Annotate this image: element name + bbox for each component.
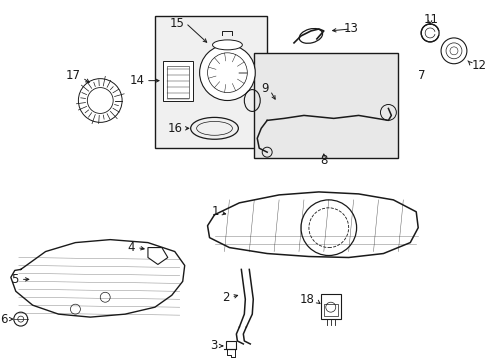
Text: 17: 17: [65, 69, 80, 82]
Text: 9: 9: [261, 82, 268, 95]
Text: 6: 6: [0, 312, 8, 325]
Text: 11: 11: [422, 13, 437, 26]
Circle shape: [199, 45, 255, 100]
Bar: [226, 341, 236, 349]
Circle shape: [440, 38, 466, 64]
Bar: [323, 304, 337, 316]
Text: 16: 16: [167, 122, 183, 135]
Ellipse shape: [212, 40, 242, 50]
Bar: [163, 61, 192, 100]
Text: 1: 1: [212, 205, 219, 218]
Text: 18: 18: [299, 293, 314, 306]
Bar: [166, 66, 188, 98]
Bar: [155, 16, 266, 148]
Text: 14: 14: [130, 74, 144, 87]
Bar: [254, 53, 398, 158]
Text: 10: 10: [227, 76, 242, 89]
Polygon shape: [207, 192, 417, 257]
Text: 13: 13: [343, 22, 358, 36]
Text: 3: 3: [210, 339, 217, 352]
Text: 2: 2: [222, 291, 229, 304]
Text: 12: 12: [471, 59, 486, 72]
Text: 7: 7: [417, 69, 425, 82]
Text: 15: 15: [169, 17, 184, 30]
Polygon shape: [148, 248, 167, 265]
Text: 8: 8: [320, 154, 327, 167]
Bar: [320, 294, 340, 319]
Text: 4: 4: [127, 241, 135, 254]
Text: 5: 5: [11, 273, 19, 286]
Polygon shape: [11, 240, 184, 317]
